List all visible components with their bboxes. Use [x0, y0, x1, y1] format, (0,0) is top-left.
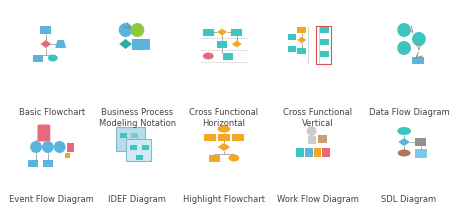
FancyBboxPatch shape: [142, 145, 149, 150]
FancyBboxPatch shape: [415, 149, 427, 157]
FancyBboxPatch shape: [320, 51, 329, 57]
Circle shape: [42, 141, 54, 153]
Ellipse shape: [218, 126, 230, 133]
FancyBboxPatch shape: [218, 134, 230, 141]
Text: Event Flow Diagram: Event Flow Diagram: [9, 195, 94, 204]
FancyBboxPatch shape: [43, 160, 53, 166]
FancyBboxPatch shape: [296, 147, 304, 157]
Text: Basic Flowchart: Basic Flowchart: [19, 108, 85, 117]
FancyBboxPatch shape: [37, 124, 50, 142]
FancyBboxPatch shape: [64, 153, 71, 157]
FancyBboxPatch shape: [415, 138, 426, 146]
FancyBboxPatch shape: [305, 147, 312, 157]
Text: Work Flow Diagram: Work Flow Diagram: [276, 195, 358, 204]
Circle shape: [54, 141, 65, 153]
Ellipse shape: [397, 127, 411, 135]
FancyBboxPatch shape: [209, 154, 219, 161]
FancyBboxPatch shape: [33, 54, 43, 61]
FancyBboxPatch shape: [288, 34, 296, 40]
FancyBboxPatch shape: [133, 38, 150, 50]
Circle shape: [397, 41, 411, 55]
FancyBboxPatch shape: [126, 139, 151, 161]
FancyBboxPatch shape: [297, 27, 306, 33]
Text: SDL Diagram: SDL Diagram: [382, 195, 437, 204]
Text: Business Process
Modeling Notation: Business Process Modeling Notation: [99, 108, 176, 128]
FancyBboxPatch shape: [231, 28, 242, 35]
Bar: [316, 26, 331, 64]
Polygon shape: [218, 143, 230, 151]
Circle shape: [130, 23, 144, 37]
FancyBboxPatch shape: [217, 41, 228, 47]
Text: Data Flow Diagram: Data Flow Diagram: [369, 108, 449, 117]
Ellipse shape: [203, 53, 214, 60]
Circle shape: [307, 126, 317, 136]
FancyBboxPatch shape: [203, 28, 214, 35]
Text: Highlight Flowchart: Highlight Flowchart: [183, 195, 265, 204]
FancyBboxPatch shape: [320, 27, 329, 33]
FancyBboxPatch shape: [320, 39, 329, 45]
FancyBboxPatch shape: [28, 160, 38, 166]
Ellipse shape: [228, 154, 239, 161]
Circle shape: [30, 141, 42, 153]
Polygon shape: [308, 136, 316, 144]
FancyBboxPatch shape: [314, 147, 321, 157]
FancyBboxPatch shape: [136, 154, 143, 160]
Text: IDEF Diagram: IDEF Diagram: [109, 195, 166, 204]
FancyBboxPatch shape: [288, 46, 296, 52]
Polygon shape: [232, 41, 242, 47]
Polygon shape: [217, 28, 227, 35]
Ellipse shape: [398, 150, 410, 157]
FancyBboxPatch shape: [40, 26, 51, 34]
FancyBboxPatch shape: [297, 48, 306, 54]
Text: Cross Functional
Horizontal: Cross Functional Horizontal: [190, 108, 259, 128]
FancyBboxPatch shape: [222, 53, 233, 60]
FancyBboxPatch shape: [322, 147, 330, 157]
FancyBboxPatch shape: [318, 135, 328, 143]
Polygon shape: [398, 138, 410, 146]
Polygon shape: [119, 39, 132, 49]
Circle shape: [412, 32, 426, 46]
FancyBboxPatch shape: [204, 134, 216, 141]
FancyBboxPatch shape: [131, 133, 138, 138]
Polygon shape: [55, 40, 66, 48]
Polygon shape: [297, 37, 306, 43]
FancyBboxPatch shape: [116, 127, 146, 151]
FancyBboxPatch shape: [66, 142, 74, 151]
Circle shape: [397, 23, 411, 37]
FancyBboxPatch shape: [232, 134, 244, 141]
FancyBboxPatch shape: [120, 133, 127, 138]
Polygon shape: [40, 40, 51, 48]
FancyBboxPatch shape: [411, 57, 424, 64]
Ellipse shape: [48, 54, 58, 61]
Circle shape: [118, 23, 133, 37]
FancyBboxPatch shape: [130, 145, 137, 150]
Text: Cross Functional
Vertical: Cross Functional Vertical: [283, 108, 352, 128]
